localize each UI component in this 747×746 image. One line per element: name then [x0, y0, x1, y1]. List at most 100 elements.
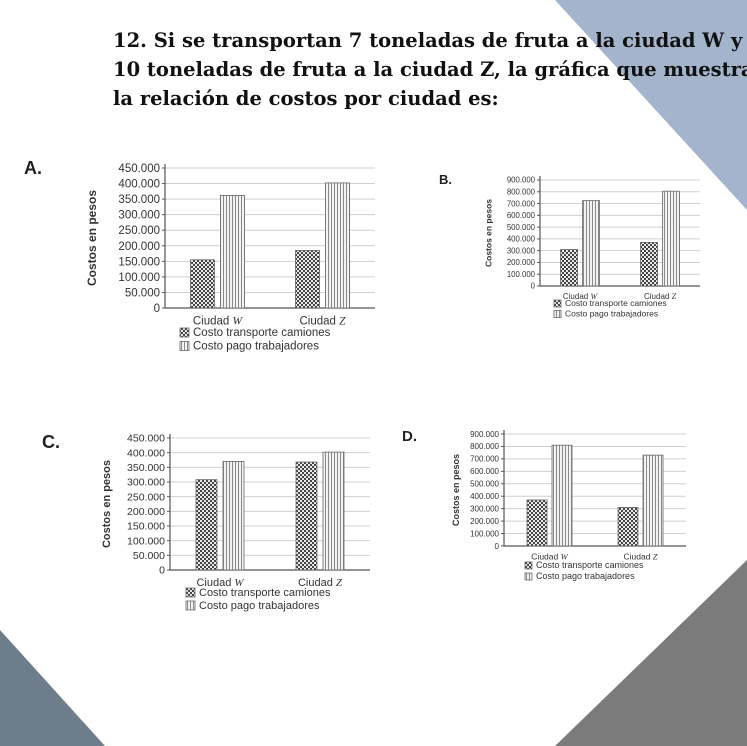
chart-svg: 0 100.000 200.000 300.000 400.000 500.000 600.… [484, 176, 700, 319]
question-line-2: 10 toneladas de fruta a la ciudad Z, la … [113, 58, 747, 81]
bottom-right-gray-triangle [555, 560, 747, 746]
y-tick-label: 200.000 [507, 258, 536, 267]
bar-costo-trabajadores [582, 200, 600, 287]
y-tick-label: 0 [495, 542, 500, 551]
legend-label: Costo pago trabajadores [565, 309, 658, 319]
y-tick-label: 900.000 [507, 176, 536, 185]
x-category-label: Ciudad W [563, 292, 599, 301]
x-category-label: Ciudad Z [644, 292, 677, 301]
bar-costo-transporte [295, 461, 318, 571]
legend-swatch-transporte [179, 327, 190, 338]
y-axis-label: Costos en pesos [101, 460, 113, 548]
bar-costo-transporte [617, 507, 639, 547]
y-axis-label: Costos en pesos [484, 199, 494, 267]
chart-svg: 0 100.000 200.000 300.000 400.000 500.000 600.… [451, 430, 686, 581]
legend-swatch-transporte [185, 587, 196, 598]
x-category-label: Ciudad Z [299, 316, 346, 328]
bar-costo-transporte [295, 250, 320, 309]
legend-swatch-trabajadores [185, 600, 196, 611]
y-axis-label: Costos en pesos [451, 454, 461, 526]
y-tick-label: 50.000 [133, 550, 165, 562]
y-tick-label: 600.000 [470, 467, 499, 476]
option-d-chart[interactable]: 0 100.000 200.000 300.000 400.000 500.000 600.… [451, 428, 691, 598]
bar-costo-transporte [640, 242, 658, 287]
bar-costo-trabajadores [322, 451, 345, 571]
option-c-label[interactable]: C. [42, 432, 60, 452]
bottom-left-slate-triangle [0, 630, 105, 746]
y-tick-label: 400.000 [470, 492, 499, 501]
y-tick-label: 200.000 [470, 517, 499, 526]
bar-costo-trabajadores [642, 454, 664, 547]
legend-swatch-transporte [524, 561, 533, 570]
legend-swatch-trabajadores [553, 310, 562, 318]
y-tick-label: 600.000 [507, 211, 536, 220]
y-tick-label: 350.000 [127, 462, 165, 474]
y-tick-label: 300.000 [127, 477, 165, 489]
question-text: 12. Si se transportan 7 toneladas de fru… [113, 26, 747, 113]
bar-costo-transporte [190, 259, 215, 309]
y-tick-label: 150.000 [118, 256, 160, 268]
y-tick-label: 900.000 [470, 430, 499, 439]
bar-costo-transporte [526, 499, 548, 547]
option-c-chart[interactable]: 0 50.000 100.000 150.000 200.000 250.000 300.0… [100, 430, 390, 630]
y-tick-label: 700.000 [470, 455, 499, 464]
x-category-label: Ciudad W [196, 577, 244, 589]
question-line-3: la relación de costos por ciudad es: [113, 87, 499, 110]
option-a-label[interactable]: A. [24, 158, 42, 178]
legend-swatch-transporte [553, 299, 562, 308]
chart-svg: 0 50.000 100.000 150.000 200.000 250.000 300.0… [85, 163, 375, 353]
y-tick-label: 400.000 [118, 179, 160, 191]
bar-costo-trabajadores [220, 194, 245, 309]
y-tick-label: 250.000 [127, 491, 165, 503]
y-tick-label: 500.000 [507, 223, 536, 232]
legend-label: Costo pago trabajadores [536, 571, 635, 581]
y-tick-label: 400.000 [127, 447, 165, 459]
y-tick-label: 800.000 [507, 188, 536, 197]
y-tick-label: 400.000 [507, 235, 536, 244]
bar-costo-trabajadores [222, 461, 245, 571]
legend-swatch-trabajadores [524, 572, 533, 581]
y-tick-label: 250.000 [118, 225, 160, 237]
y-tick-label: 50.000 [125, 287, 160, 299]
x-category-label: Ciudad W [531, 552, 568, 562]
legend-swatch-trabajadores [179, 341, 190, 351]
option-d-label[interactable]: D. [402, 428, 417, 445]
y-tick-label: 300.000 [470, 504, 499, 513]
y-axis-label: Costos en pesos [85, 190, 99, 286]
y-tick-label: 0 [531, 282, 536, 291]
option-b-label[interactable]: B. [439, 172, 452, 187]
bar-costo-trabajadores [662, 190, 680, 287]
top-right-slate-triangle [555, 0, 747, 210]
y-tick-label: 0 [159, 565, 165, 577]
bar-costo-transporte [560, 249, 578, 287]
y-tick-label: 350.000 [118, 194, 160, 206]
bar-costo-trabajadores [325, 182, 350, 309]
y-tick-label: 100.000 [127, 535, 165, 547]
y-tick-label: 300.000 [118, 210, 160, 222]
y-tick-label: 200.000 [118, 241, 160, 253]
x-category-label: Ciudad Z [623, 552, 657, 562]
bar-costo-transporte [195, 479, 218, 571]
y-tick-label: 450.000 [127, 433, 165, 445]
legend-label: Costo transporte camiones [199, 587, 331, 599]
y-tick-label: 300.000 [507, 246, 536, 255]
y-tick-label: 100.000 [118, 272, 160, 284]
y-tick-label: 500.000 [470, 480, 499, 489]
legend-label: Costo pago trabajadores [199, 600, 320, 612]
question-line-1: 12. Si se transportan 7 toneladas de fru… [113, 29, 743, 52]
y-tick-label: 100.000 [507, 270, 536, 279]
x-category-label: Ciudad W [193, 316, 244, 328]
x-category-label: Ciudad Z [298, 577, 343, 589]
legend-label: Costo transporte camiones [565, 298, 667, 308]
y-tick-label: 100.000 [470, 529, 499, 538]
y-tick-label: 700.000 [507, 199, 536, 208]
y-tick-label: 450.000 [118, 163, 160, 175]
y-tick-label: 150.000 [127, 521, 165, 533]
option-b-chart[interactable]: 0 100.000 200.000 300.000 400.000 500.000 600.… [484, 174, 714, 334]
y-tick-label: 800.000 [470, 442, 499, 451]
legend-label: Costo transporte camiones [193, 327, 331, 339]
option-a-chart[interactable]: 0 50.000 100.000 150.000 200.000 250.000 300.0… [85, 160, 385, 380]
chart-svg: 0 50.000 100.000 150.000 200.000 250.000 300.0… [101, 433, 370, 612]
bar-costo-trabajadores [551, 444, 573, 547]
